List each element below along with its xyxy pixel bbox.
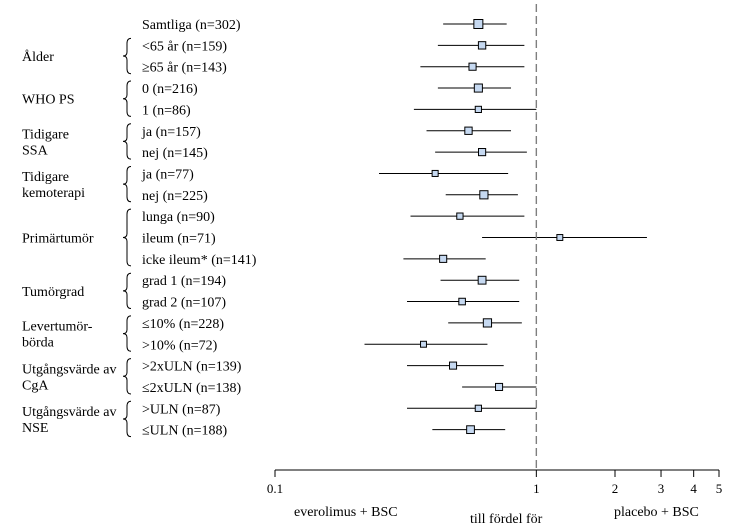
group-brace bbox=[122, 400, 132, 438]
estimate-box bbox=[477, 275, 487, 285]
ci-lines bbox=[364, 23, 647, 431]
estimate-box bbox=[478, 148, 487, 157]
x-tick-label: 0.1 bbox=[267, 481, 283, 496]
subgroup-label: ≥65 år (n=143) bbox=[142, 61, 227, 76]
group-label: Tidigare bbox=[22, 170, 69, 185]
subgroup-label: >2xULN (n=139) bbox=[142, 360, 242, 375]
group-label: Utgångsvärde av bbox=[22, 362, 116, 377]
group-label: SSA bbox=[22, 143, 49, 158]
group-brace bbox=[122, 315, 132, 352]
estimate-box bbox=[479, 190, 489, 200]
estimate-box bbox=[458, 297, 466, 306]
subgroup-label: ileum (n=71) bbox=[142, 232, 216, 247]
group-brace bbox=[122, 37, 132, 75]
favours-right-label: placebo + BSC bbox=[614, 505, 699, 520]
subgroup-label: lunga (n=90) bbox=[142, 210, 215, 225]
group-braces bbox=[122, 37, 132, 438]
group-brace bbox=[122, 272, 132, 310]
estimate-box bbox=[495, 382, 504, 391]
group-brace bbox=[122, 358, 132, 395]
estimate-box bbox=[473, 19, 484, 29]
subgroup-label: icke ileum* (n=141) bbox=[142, 253, 257, 268]
estimate-box bbox=[468, 62, 477, 71]
estimate-box bbox=[477, 41, 487, 50]
group-brace bbox=[122, 165, 132, 203]
group-label: Primärtumör bbox=[22, 232, 94, 247]
group-brace bbox=[122, 123, 132, 160]
x-tick-label: 4 bbox=[690, 481, 697, 496]
estimate-box bbox=[439, 254, 448, 263]
subgroup-label: grad 1 (n=194) bbox=[142, 274, 226, 289]
subgroup-label: 1 (n=86) bbox=[142, 103, 191, 118]
estimate-boxes bbox=[420, 19, 564, 435]
bottom-labels: everolimus + BSC till fördel för placebo… bbox=[294, 505, 699, 525]
x-axis: 0.1 1 2 3 4 5 bbox=[267, 469, 723, 496]
group-label: CgA bbox=[22, 378, 49, 393]
x-tick-label: 1 bbox=[533, 481, 540, 496]
estimate-box bbox=[420, 340, 427, 348]
x-tick-label: 2 bbox=[612, 481, 619, 496]
estimate-box bbox=[473, 83, 483, 93]
subgroup-label: ≤2xULN (n=138) bbox=[142, 381, 242, 396]
estimate-box bbox=[482, 318, 493, 328]
favours-left-label: everolimus + BSC bbox=[294, 505, 398, 520]
favours-center-label: till fördel för bbox=[470, 512, 543, 525]
subgroup-label: Samtliga (n=302) bbox=[142, 18, 241, 33]
group-label: Ålder bbox=[22, 49, 54, 65]
estimate-box bbox=[464, 126, 473, 135]
estimate-box bbox=[466, 425, 475, 435]
x-tick-label: 3 bbox=[658, 481, 665, 496]
subgroup-labels: Samtliga (n=302) <65 år (n=159) ≥65 år (n=… bbox=[141, 18, 257, 439]
subgroup-label: >10% (n=72) bbox=[142, 338, 218, 353]
group-label: Utgångsvärde av bbox=[22, 405, 116, 420]
estimate-box bbox=[474, 105, 482, 114]
subgroup-label: ≤10% (n=228) bbox=[142, 317, 224, 332]
group-label: WHO PS bbox=[22, 93, 75, 108]
estimate-box bbox=[456, 212, 464, 220]
subgroup-label: nej (n=145) bbox=[142, 146, 208, 161]
group-label: börda bbox=[22, 336, 55, 351]
subgroup-label: ≤ULN (n=188) bbox=[142, 424, 228, 439]
group-brace bbox=[122, 208, 132, 267]
estimate-box bbox=[556, 234, 564, 241]
subgroup-label: grad 2 (n=107) bbox=[142, 296, 226, 311]
group-label: NSE bbox=[22, 421, 48, 436]
group-label: Tumörgrad bbox=[22, 285, 84, 300]
subgroup-label: ja (n=77) bbox=[141, 167, 194, 182]
subgroup-label: 0 (n=216) bbox=[142, 82, 198, 97]
estimate-box bbox=[448, 361, 458, 370]
subgroup-label: <65 år (n=159) bbox=[142, 39, 227, 54]
group-label: Tidigare bbox=[22, 127, 69, 142]
estimate-box bbox=[431, 169, 439, 177]
estimate-box bbox=[474, 404, 482, 412]
subgroup-label: nej (n=225) bbox=[142, 189, 208, 204]
x-tick-label: 5 bbox=[716, 481, 723, 496]
subgroup-label: ja (n=157) bbox=[141, 125, 201, 140]
group-label: kemoterapi bbox=[22, 186, 85, 201]
group-label: Levertumör- bbox=[22, 320, 93, 335]
subgroup-label: >ULN (n=87) bbox=[142, 402, 221, 417]
group-brace bbox=[122, 80, 132, 117]
